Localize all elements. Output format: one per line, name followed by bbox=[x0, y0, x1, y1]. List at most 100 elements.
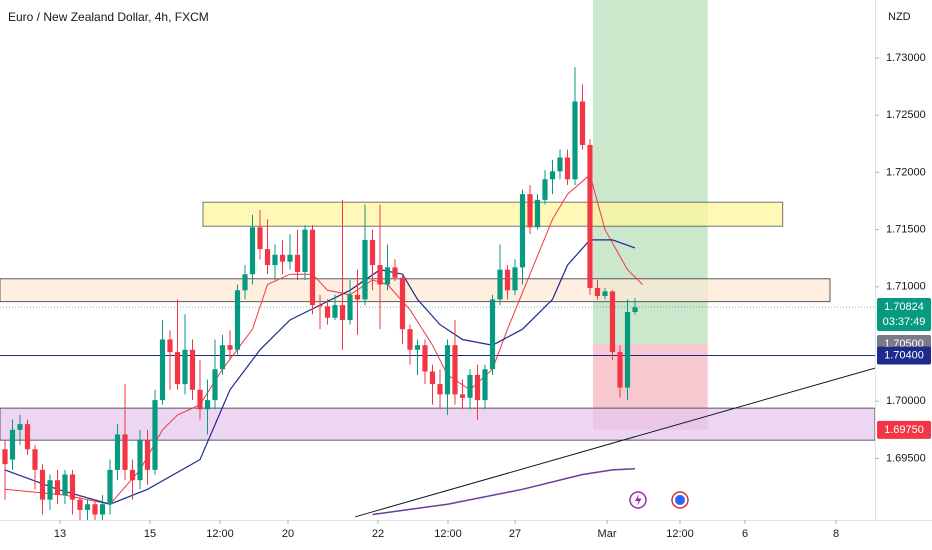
candle-body bbox=[92, 504, 98, 515]
candle-body bbox=[152, 400, 158, 470]
candle-body bbox=[534, 199, 541, 228]
y-tick-label: 1.72500 bbox=[886, 109, 926, 121]
candle-body bbox=[437, 384, 443, 395]
candle-body bbox=[444, 345, 451, 395]
x-tick-label: 27 bbox=[509, 528, 521, 540]
x-tick-label: 8 bbox=[833, 528, 839, 540]
countdown: 03:37:49 bbox=[883, 316, 926, 328]
moving-average bbox=[372, 467, 636, 516]
candle-body bbox=[624, 312, 631, 388]
candle-body bbox=[39, 469, 46, 500]
candle-body bbox=[272, 254, 278, 266]
x-tick-label: 12:00 bbox=[206, 528, 234, 540]
candle-body bbox=[467, 374, 473, 398]
price-label: 1.70400 bbox=[884, 349, 924, 361]
candle-body bbox=[129, 469, 136, 481]
candle-body bbox=[617, 352, 623, 388]
candle-body bbox=[542, 179, 548, 200]
x-tick-label: 6 bbox=[742, 528, 748, 540]
candle-body bbox=[309, 229, 316, 306]
x-tick-label: 15 bbox=[144, 528, 156, 540]
price-label-bg bbox=[877, 420, 931, 439]
candle-body bbox=[174, 352, 181, 385]
candle-body bbox=[452, 345, 458, 395]
candle-body bbox=[227, 345, 233, 350]
candle-body bbox=[317, 305, 323, 307]
candle-body bbox=[347, 294, 353, 321]
y-tick-label: 1.71000 bbox=[886, 281, 926, 293]
chart-title: Euro / New Zealand Dollar, 4h, FXCM bbox=[8, 10, 209, 24]
currency: NZD bbox=[888, 11, 911, 23]
price-label-bg bbox=[877, 297, 931, 331]
candle-body bbox=[354, 294, 361, 300]
candle-body bbox=[557, 157, 563, 172]
x-tick-label: 22 bbox=[372, 528, 384, 540]
candle-body bbox=[17, 424, 23, 430]
event-icons[interactable] bbox=[629, 491, 689, 509]
y-tick-label: 1.73000 bbox=[886, 52, 926, 64]
candle-body bbox=[54, 480, 61, 496]
candle-body bbox=[302, 229, 308, 272]
candle-body bbox=[519, 194, 526, 268]
candle-body bbox=[84, 504, 91, 510]
candle-body bbox=[414, 345, 421, 350]
candle-body bbox=[459, 394, 466, 398]
candle-body bbox=[24, 424, 31, 450]
candle-body bbox=[549, 171, 556, 180]
candle-body bbox=[122, 434, 128, 470]
candle-body bbox=[47, 480, 53, 500]
candle-body bbox=[32, 449, 38, 470]
candle-body bbox=[279, 254, 286, 262]
candle-body bbox=[602, 291, 608, 296]
y-tick-label: 1.72000 bbox=[886, 166, 926, 178]
x-tick-label: 13 bbox=[54, 528, 66, 540]
candle-body bbox=[287, 254, 293, 262]
candle-body bbox=[497, 269, 503, 300]
candle-body bbox=[137, 440, 143, 481]
candle-body bbox=[2, 449, 8, 465]
candle-body bbox=[159, 339, 166, 401]
plot-area bbox=[0, 0, 875, 520]
price-label: 1.70824 bbox=[884, 301, 924, 313]
candle-body bbox=[362, 239, 368, 300]
candle-body bbox=[257, 227, 263, 250]
candle-body bbox=[219, 345, 226, 370]
price-label-bg bbox=[877, 346, 931, 365]
candle-body bbox=[632, 307, 638, 312]
candle-body bbox=[189, 349, 196, 390]
candle-body bbox=[587, 144, 593, 288]
candle-body bbox=[609, 291, 616, 353]
y-tick-label: 1.69500 bbox=[886, 452, 926, 464]
candle-body bbox=[242, 274, 248, 291]
candle-body bbox=[512, 267, 518, 291]
y-tick-label: 1.70000 bbox=[886, 395, 926, 407]
candle-body bbox=[69, 474, 76, 500]
trendline bbox=[355, 367, 875, 518]
zone bbox=[202, 201, 784, 227]
moving-average bbox=[4, 239, 636, 505]
candle-body bbox=[234, 290, 241, 350]
candle-body bbox=[144, 440, 151, 470]
candle-body bbox=[9, 429, 16, 460]
candle-body bbox=[399, 277, 406, 330]
candle-body bbox=[377, 265, 383, 285]
candle-body bbox=[114, 434, 121, 470]
candle-body bbox=[429, 371, 436, 385]
candle-body bbox=[197, 389, 203, 410]
candle-body bbox=[489, 299, 496, 370]
candle-body bbox=[99, 504, 106, 515]
candle-body bbox=[482, 369, 488, 401]
candle-body bbox=[294, 254, 301, 272]
candle-body bbox=[77, 499, 83, 510]
candle-body bbox=[407, 329, 413, 350]
candle-body bbox=[264, 249, 271, 266]
candle-body bbox=[339, 305, 346, 321]
candle-body bbox=[249, 227, 256, 275]
lightning bbox=[635, 494, 642, 506]
candle-body bbox=[422, 345, 428, 372]
candle-body bbox=[204, 400, 211, 410]
globe bbox=[675, 495, 685, 505]
candle-body bbox=[392, 267, 398, 278]
